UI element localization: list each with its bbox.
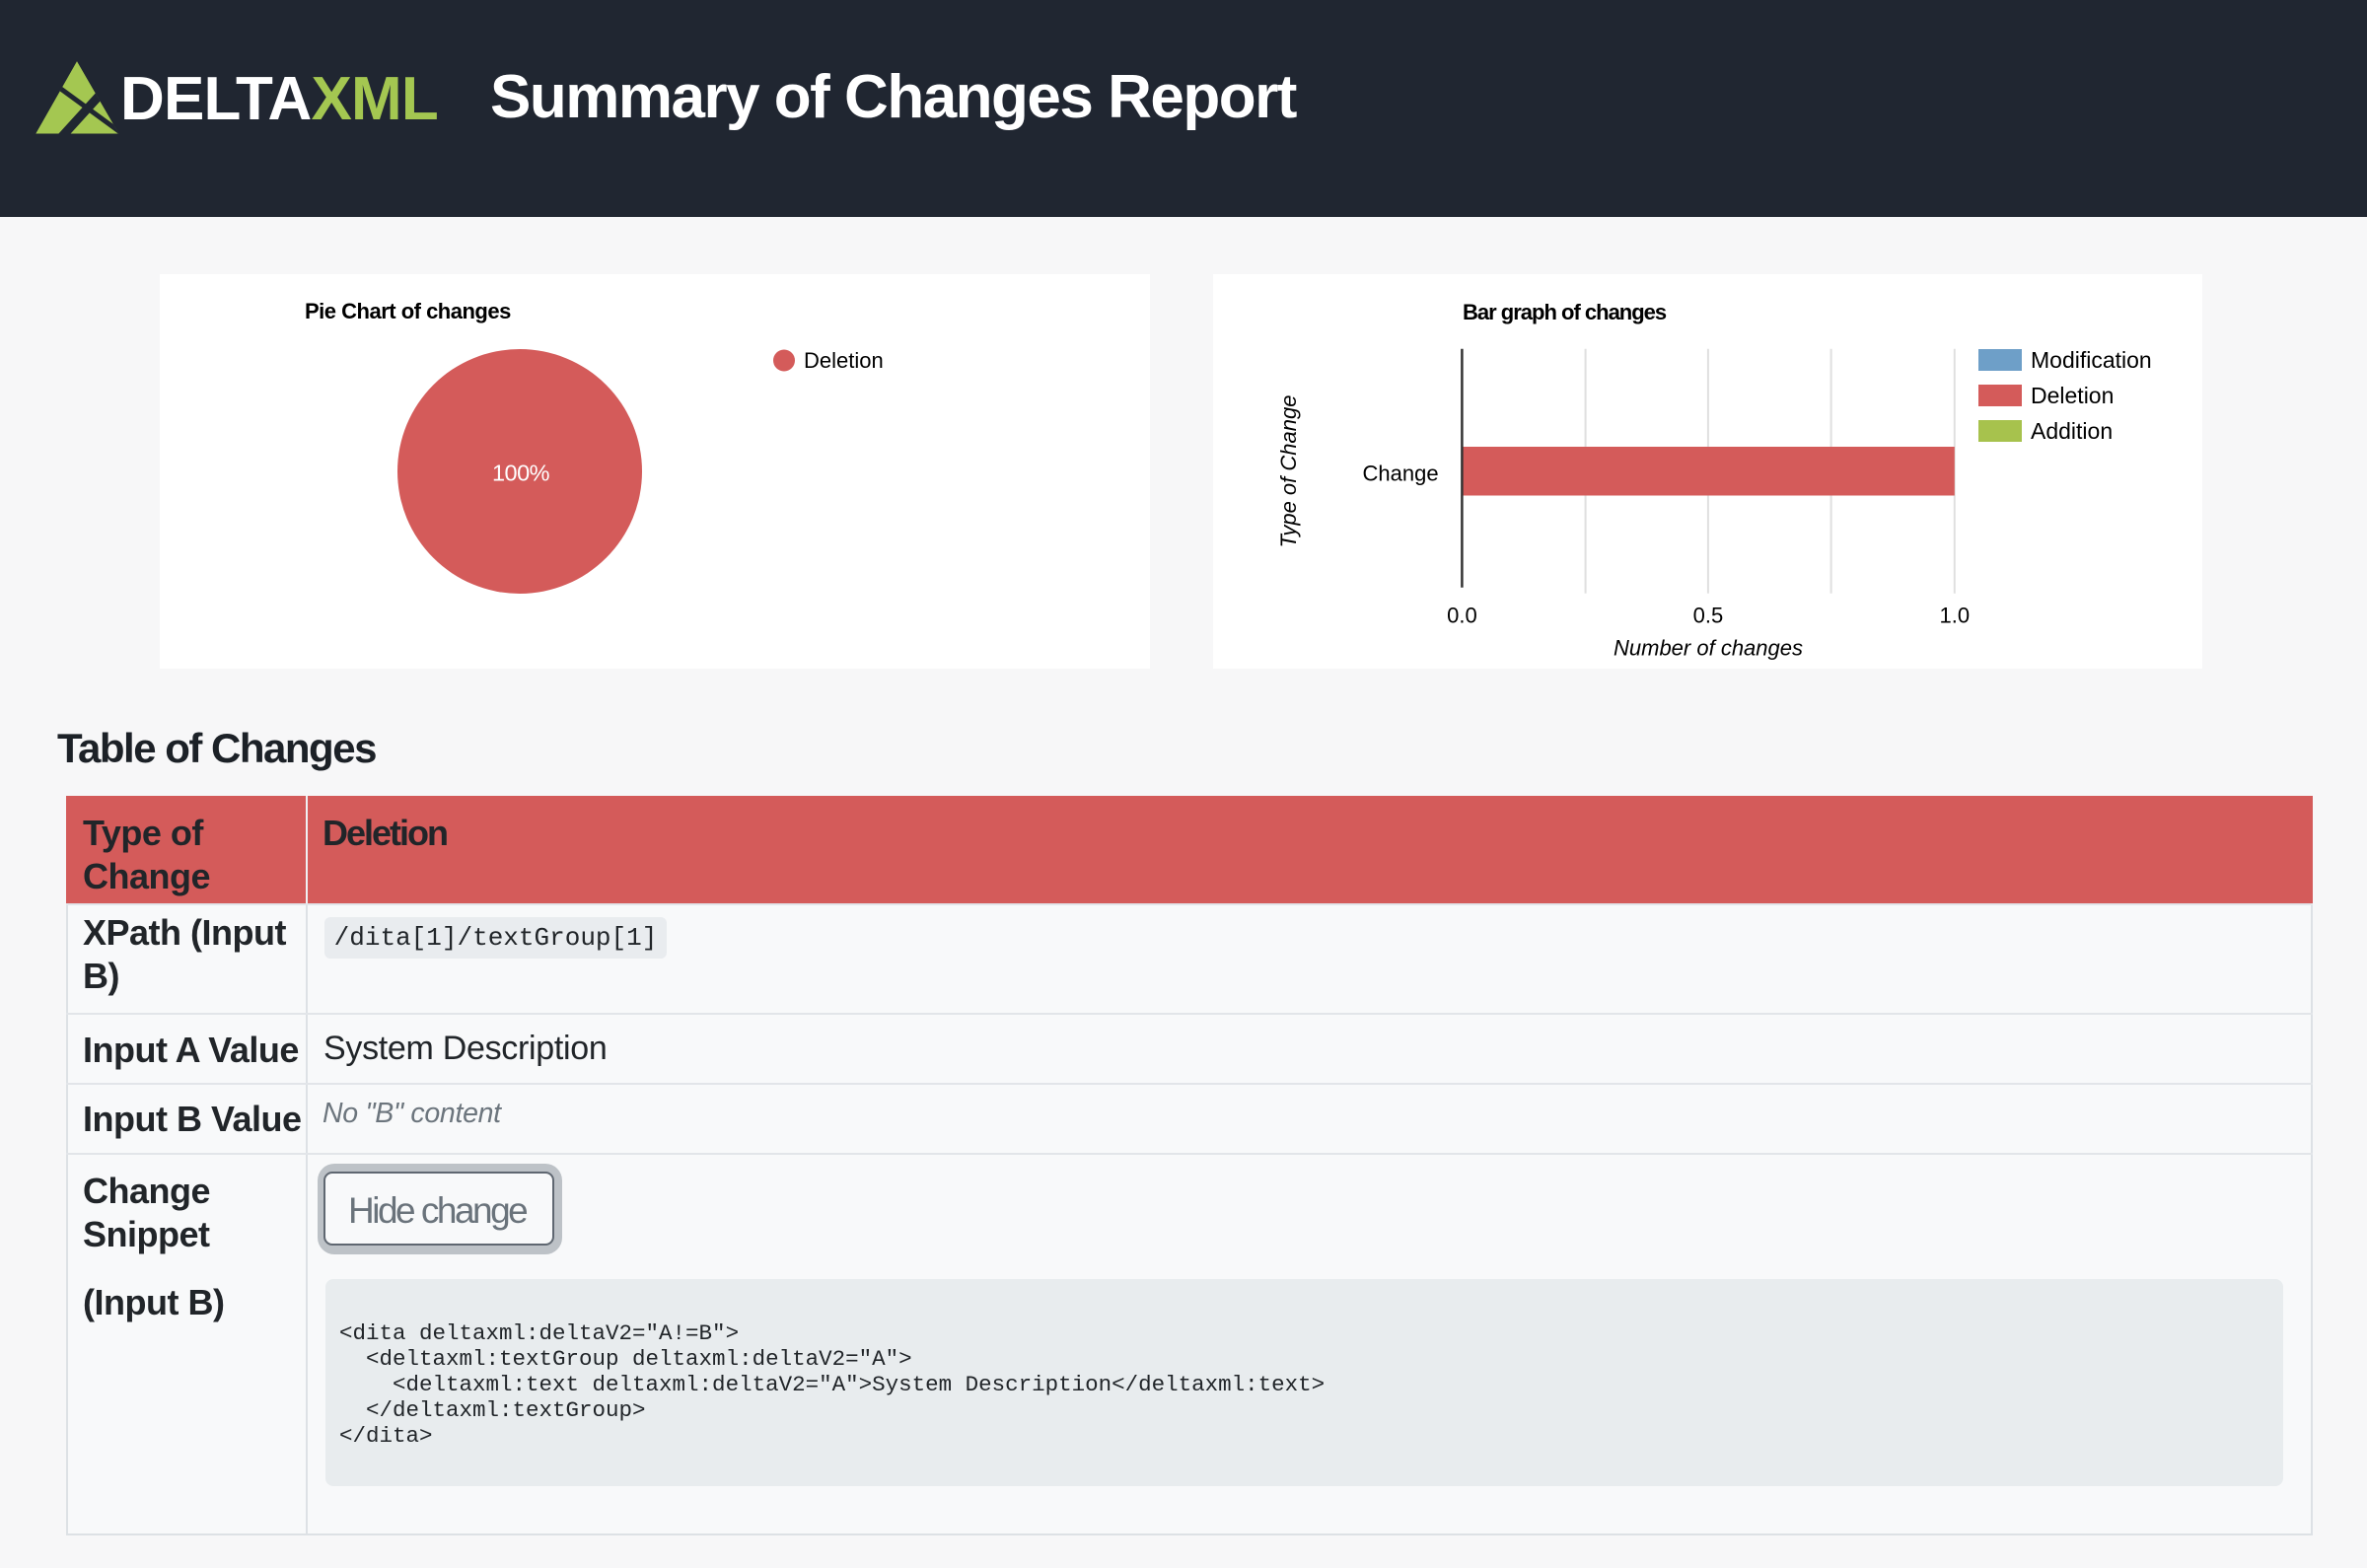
svg-text:Number of changes: Number of changes — [1614, 635, 1803, 660]
svg-text:Bar graph of changes: Bar graph of changes — [1463, 300, 1667, 324]
svg-text:Type of Change: Type of Change — [1276, 395, 1301, 548]
svg-text:100%: 100% — [492, 461, 550, 486]
svg-text:Addition: Addition — [2031, 418, 2113, 444]
svg-text:Modification: Modification — [2031, 347, 2152, 373]
svg-text:0.0: 0.0 — [1447, 604, 1477, 628]
svg-text:0.5: 0.5 — [1693, 604, 1724, 628]
svg-text:Change: Change — [1363, 461, 1439, 485]
svg-text:Deletion: Deletion — [804, 348, 884, 373]
svg-text:Pie Chart of changes: Pie Chart of changes — [305, 299, 511, 323]
svg-text:Deletion: Deletion — [2031, 383, 2114, 408]
svg-text:1.0: 1.0 — [1940, 604, 1971, 628]
